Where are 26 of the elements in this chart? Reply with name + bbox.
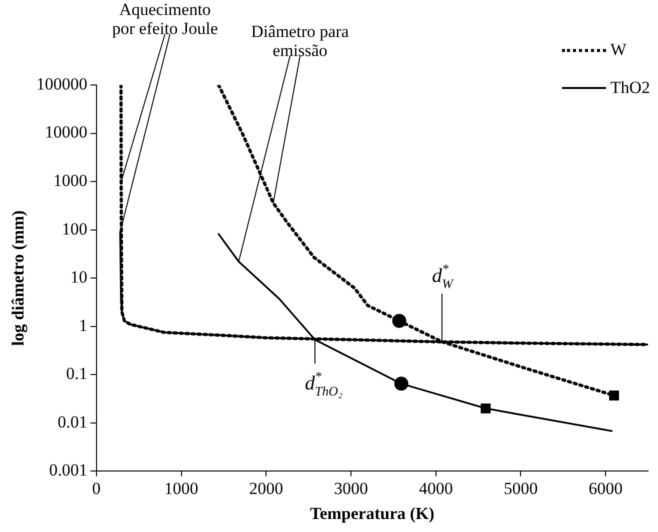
x-axis-title: Temperatura (K) bbox=[310, 504, 434, 524]
y-tick-label: 0.01 bbox=[58, 412, 88, 432]
point bbox=[394, 376, 408, 391]
x-tick-label: 1000 bbox=[164, 478, 198, 498]
y-tick-label: 1 bbox=[78, 316, 88, 335]
point bbox=[609, 390, 620, 400]
point bbox=[480, 403, 491, 414]
y-tick-label: 10 bbox=[70, 268, 88, 287]
point bbox=[392, 314, 406, 328]
legend-label: ThO2 bbox=[610, 78, 650, 98]
y-tick-label: 100000 bbox=[36, 74, 88, 94]
legend-label: W bbox=[610, 40, 626, 60]
annotation: Aquecimento por efeito Joule bbox=[112, 0, 218, 38]
y-tick-label: 0.1 bbox=[66, 364, 88, 384]
x-tick-label: 4000 bbox=[418, 478, 453, 498]
y-tick-label: 100 bbox=[62, 219, 88, 238]
annotation: Diâmetro para emissão bbox=[251, 22, 350, 60]
x-tick-label: 5000 bbox=[504, 478, 538, 498]
y-axis-title: log diâmetro (mm) bbox=[8, 210, 28, 346]
x-tick-label: 2000 bbox=[249, 478, 284, 498]
y-tick-label: 10000 bbox=[44, 122, 88, 142]
x-tick-label: 6000 bbox=[588, 478, 623, 498]
y-tick-label: 0.001 bbox=[49, 460, 88, 480]
y-tick-label: 1000 bbox=[53, 171, 88, 190]
x-tick-label: 3000 bbox=[334, 478, 368, 498]
x-tick-label: 0 bbox=[92, 478, 101, 498]
